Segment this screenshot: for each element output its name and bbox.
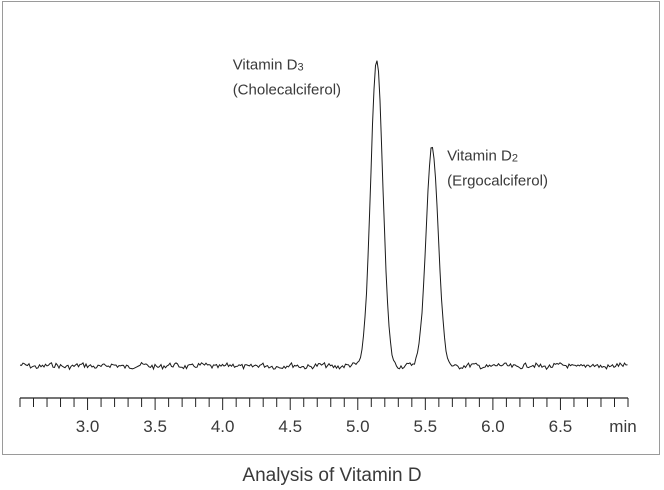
x-tick-label: 5.5: [414, 417, 438, 436]
peak-label-name: Vitamin D2: [447, 148, 518, 165]
x-axis-unit-label: min: [609, 417, 636, 436]
chart-title: Analysis of Vitamin D: [242, 465, 422, 486]
chart-frame: [2, 1, 660, 455]
x-axis: 3.0 3.5 4.0 4.5 5.0 5.5 6.0 6.5 min: [19, 397, 637, 436]
trace-layer: [19, 60, 628, 371]
peak-label-compound: (Ergocalciferol): [447, 173, 548, 190]
peak-label-name: Vitamin D3: [233, 56, 304, 73]
x-tick-label: 6.0: [481, 417, 505, 436]
x-tick-label: 4.5: [278, 417, 302, 436]
x-tick-label: 6.5: [549, 417, 573, 436]
peak-label-compound: (Cholecalciferol): [233, 81, 341, 98]
x-tick-label: 4.0: [211, 417, 235, 436]
chromatogram-trace: [19, 60, 628, 371]
label-layer: Vitamin D3 (Cholecalciferol) Vitamin D2 (Er…: [233, 56, 548, 189]
x-tick-label: 3.0: [76, 417, 100, 436]
x-tick-label: 3.5: [143, 417, 167, 436]
x-tick-label: 5.0: [346, 417, 370, 436]
